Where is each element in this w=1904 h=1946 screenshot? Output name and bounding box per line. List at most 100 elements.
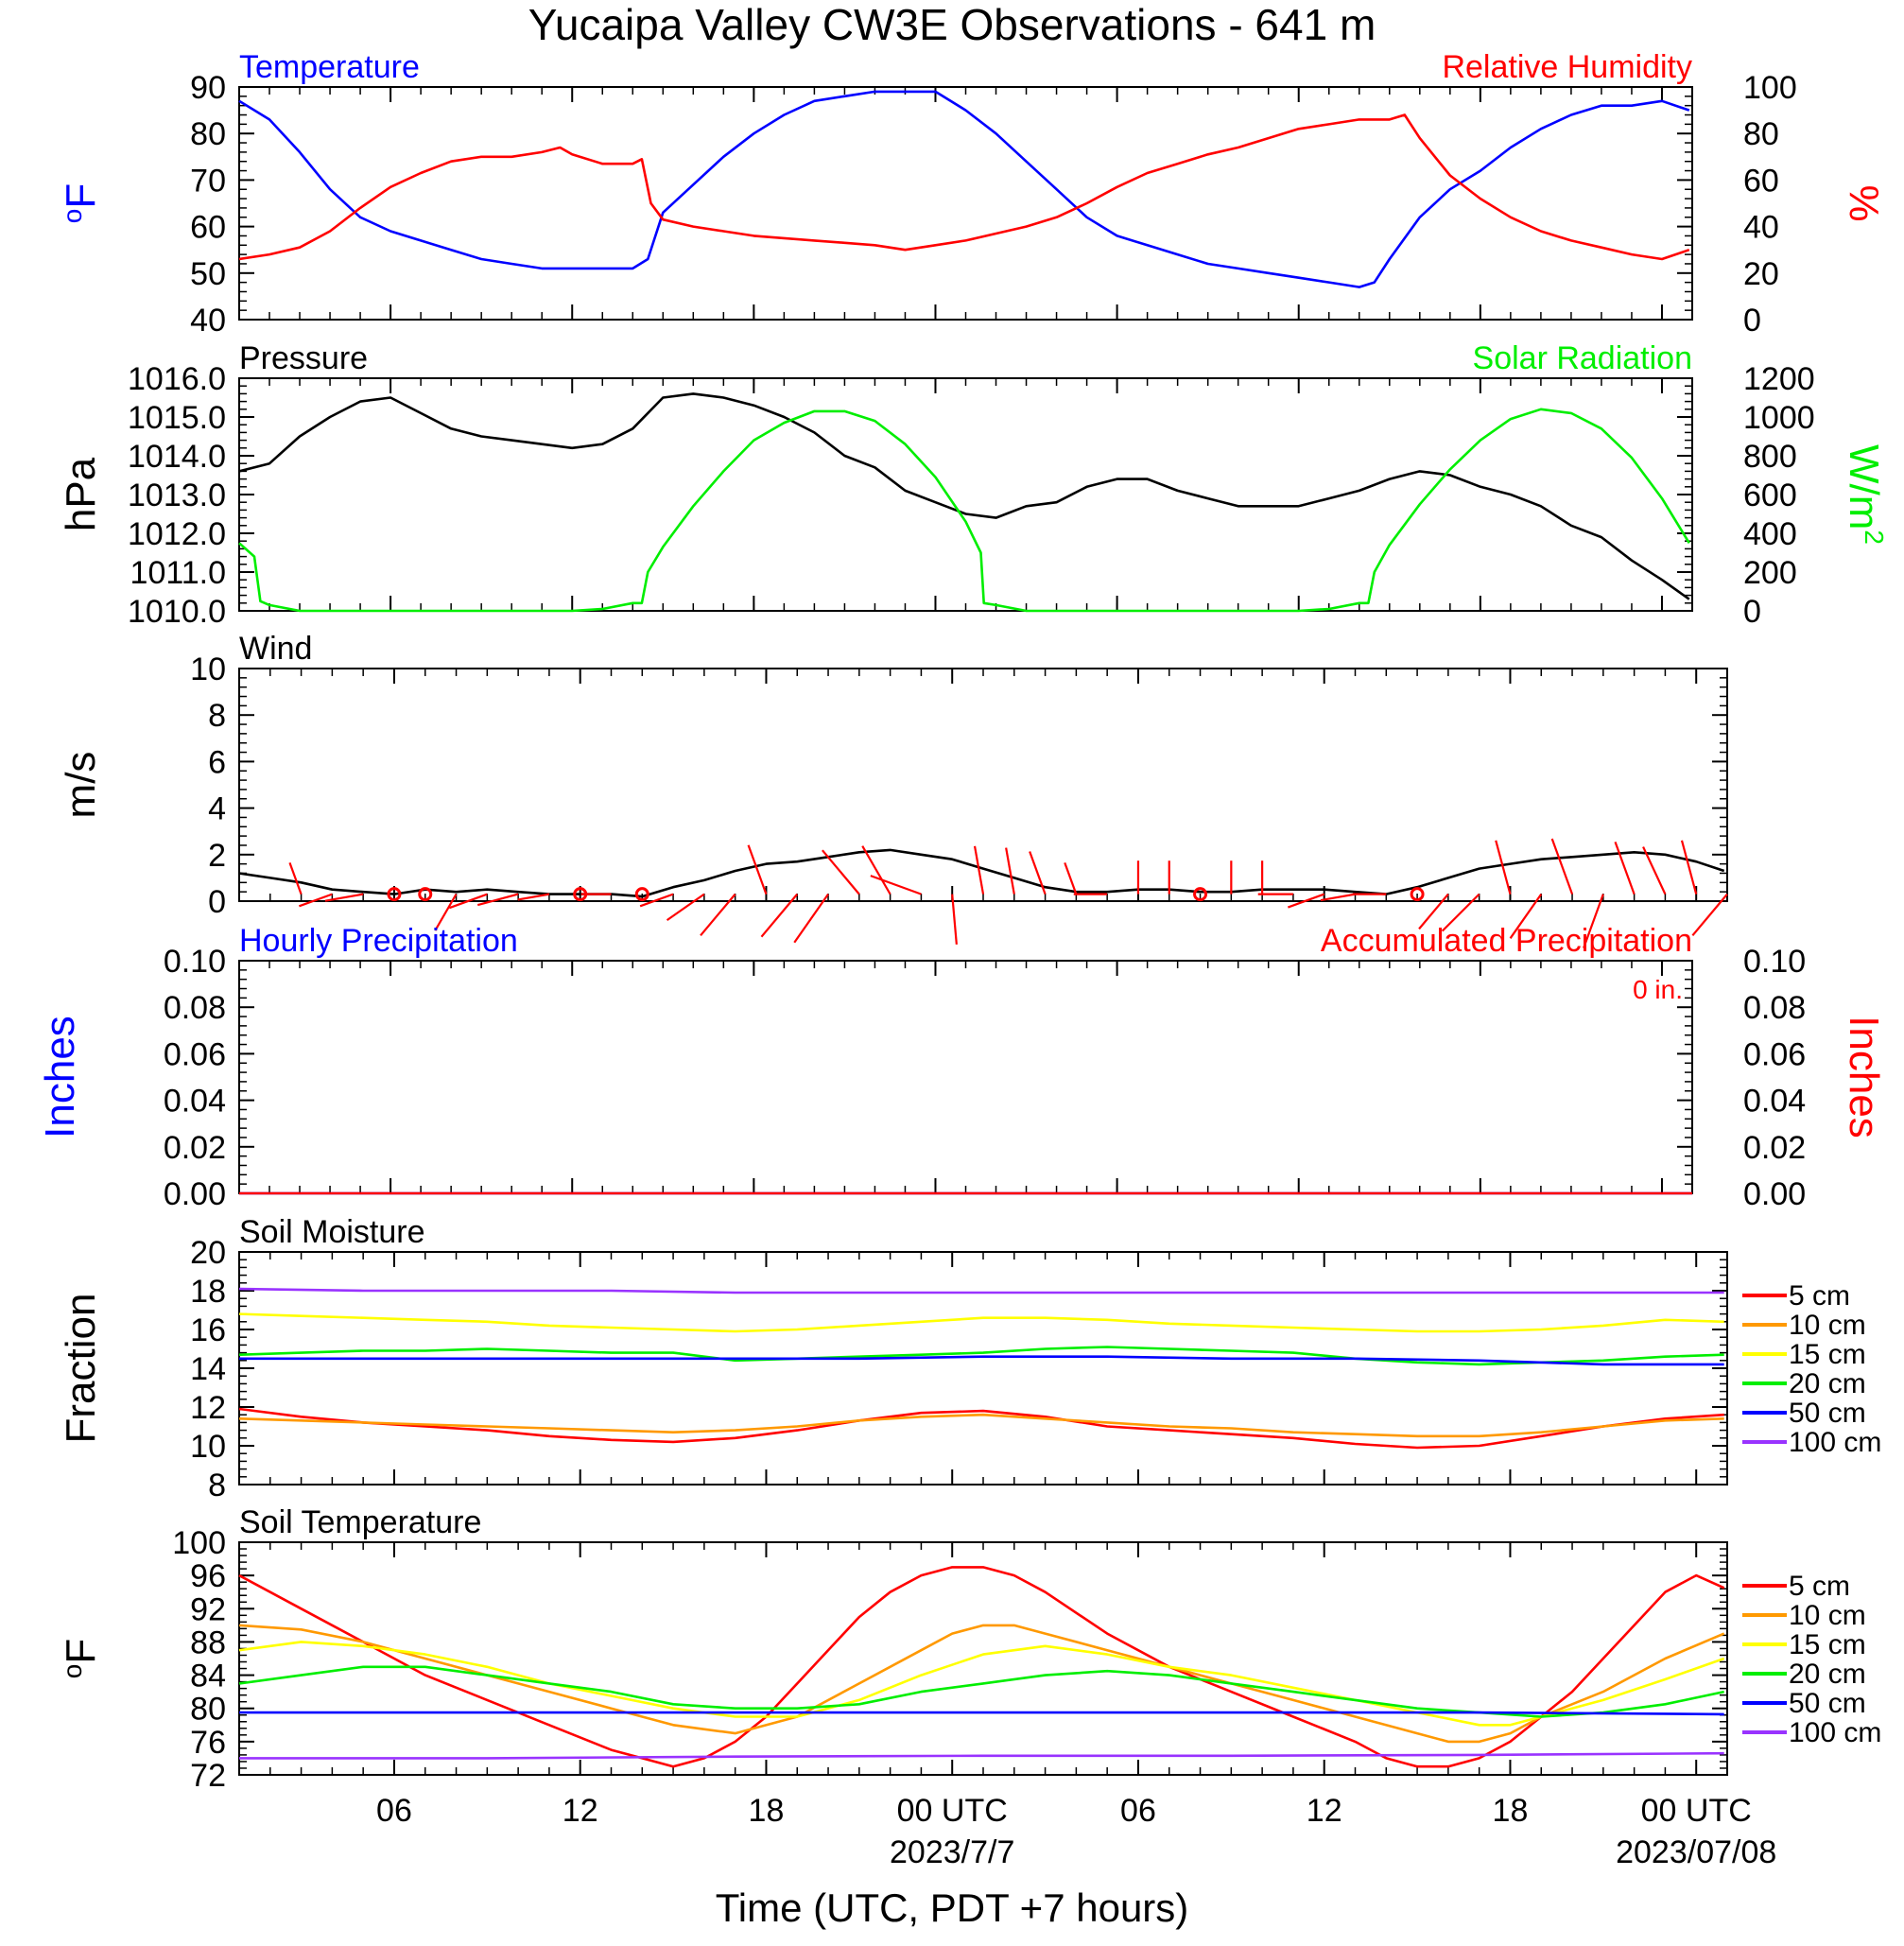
series-100-cm xyxy=(239,1751,1724,1760)
panel-title-left: Hourly Precipitation xyxy=(239,923,518,959)
wind-barb xyxy=(1614,841,1636,895)
y-axis-label: oF xyxy=(58,1639,104,1678)
y-tick-label: 80 xyxy=(190,116,226,152)
y-tick-label: 8 xyxy=(208,698,226,734)
y-right-tick-label: 0.08 xyxy=(1743,990,1806,1026)
wind-barb xyxy=(476,893,519,907)
y-tick-label: 2 xyxy=(208,838,226,874)
wind-barb xyxy=(666,893,705,922)
x-date-label: 2023/07/08 xyxy=(1616,1834,1776,1870)
legend-label: 20 cm xyxy=(1789,1368,1866,1399)
panel-1: 40 50 60 70 80 90 0 20 40 60 80 100 Temperature Relat… xyxy=(58,49,1887,339)
y-right-tick-label: 0.06 xyxy=(1743,1036,1806,1072)
y-right-tick-label: 600 xyxy=(1743,478,1797,513)
wind-barb xyxy=(1550,838,1574,895)
wind-barb xyxy=(1509,893,1543,939)
y-tick-label: 1011.0 xyxy=(130,555,226,591)
series-20-cm xyxy=(238,1346,1724,1366)
wind-barb xyxy=(1583,894,1604,948)
y-tick-label: 14 xyxy=(190,1351,226,1387)
plot-frame xyxy=(238,960,1693,1194)
wind-barb xyxy=(760,893,799,938)
wind-calm-marker xyxy=(1193,887,1208,902)
y-right-tick-label: 20 xyxy=(1743,256,1779,292)
wind-barb xyxy=(1005,847,1015,895)
series-10-cm xyxy=(238,1624,1725,1744)
y-tick-label: 20 xyxy=(190,1235,226,1271)
wind-barb xyxy=(870,875,922,895)
y-tick-label: 1013.0 xyxy=(128,478,226,513)
panel-title-right: Solar Radiation xyxy=(1473,340,1692,376)
accumulated-total-label: 0 in. xyxy=(1633,975,1683,1004)
y-axis-label: Fraction xyxy=(58,1294,104,1444)
wind-barb xyxy=(793,893,829,944)
wind-barb xyxy=(861,845,891,895)
y-tick-label: 72 xyxy=(190,1758,226,1794)
y-right-tick-label: 0.02 xyxy=(1743,1130,1806,1166)
plot-frame xyxy=(238,1251,1728,1486)
y-right-tick-label: 200 xyxy=(1743,555,1797,591)
wind-barb xyxy=(1680,840,1698,895)
y-right-tick-label: 0 xyxy=(1743,303,1761,339)
y-axis-label: oF xyxy=(58,183,104,223)
y-tick-label: 12 xyxy=(190,1390,226,1426)
wind-calm-marker xyxy=(634,887,649,902)
x-tick-label: 00 UTC xyxy=(897,1793,1008,1829)
wind-barb xyxy=(639,893,674,908)
legend-label: 5 cm xyxy=(1789,1280,1850,1312)
y-tick-label: 88 xyxy=(190,1625,226,1660)
wind-barb xyxy=(700,893,736,936)
y-tick-label: 4 xyxy=(208,791,226,827)
y-tick-label: 70 xyxy=(190,163,226,199)
y-right-tick-label: 800 xyxy=(1743,439,1797,475)
plot-frame xyxy=(238,377,1693,612)
legend-label: 15 cm xyxy=(1789,1629,1866,1660)
panel-4: 0.00 0.02 0.04 0.06 0.08 0.10 0.00 0.02 0.04 0.06… xyxy=(37,923,1887,1212)
wind-barb xyxy=(288,861,303,895)
wind-barb xyxy=(434,894,458,931)
wind-barb xyxy=(973,845,985,895)
y-axis-label: Inches xyxy=(37,1016,83,1138)
series-relative-humidity xyxy=(238,113,1690,261)
x-tick-label: 18 xyxy=(749,1793,785,1829)
wind-barb xyxy=(1029,851,1047,895)
x-tick-label: 06 xyxy=(376,1793,412,1829)
y-tick-label: 60 xyxy=(190,210,226,246)
y-right-tick-label: 1200 xyxy=(1743,361,1815,397)
legend-label: 10 cm xyxy=(1789,1600,1866,1631)
y-tick-label: 80 xyxy=(190,1692,226,1728)
plot-frame xyxy=(238,1541,1728,1776)
y-right-axis-label: W/m2 xyxy=(1841,444,1889,545)
y-tick-label: 40 xyxy=(190,303,226,339)
series-15-cm xyxy=(238,1641,1725,1727)
wind-barb xyxy=(747,844,768,895)
y-right-axis-label: Inches xyxy=(1841,1016,1887,1138)
y-tick-label: 90 xyxy=(190,70,226,106)
wind-barb xyxy=(1320,893,1356,902)
y-right-tick-label: 0 xyxy=(1743,594,1761,630)
y-tick-label: 1014.0 xyxy=(128,439,226,475)
wind-barb xyxy=(822,849,860,895)
y-right-tick-label: 40 xyxy=(1743,210,1779,246)
wind-barb xyxy=(517,893,550,901)
chart-title: Yucaipa Valley CW3E Observations - 641 m xyxy=(528,0,1376,49)
series-20-cm xyxy=(238,1665,1724,1718)
x-tick-label: 00 UTC xyxy=(1641,1793,1752,1829)
wind-barb xyxy=(1495,840,1512,895)
legend-label: 100 cm xyxy=(1789,1427,1881,1458)
wind-barb xyxy=(448,893,488,910)
series-50-cm xyxy=(239,1355,1724,1366)
wind-barb xyxy=(1064,861,1078,895)
y-right-tick-label: 0.10 xyxy=(1743,944,1806,980)
y-tick-label: 6 xyxy=(208,744,226,780)
series-pressure xyxy=(238,392,1690,600)
panel-3: 0 2 4 6 8 10 Wind m/s xyxy=(58,631,1728,948)
y-right-tick-label: 400 xyxy=(1743,516,1797,552)
y-tick-label: 1016.0 xyxy=(128,361,226,397)
legend-label: 100 cm xyxy=(1789,1717,1881,1748)
y-axis-label: m/s xyxy=(58,752,104,819)
y-tick-label: 0.10 xyxy=(164,944,226,980)
wind-barb xyxy=(1642,846,1667,895)
